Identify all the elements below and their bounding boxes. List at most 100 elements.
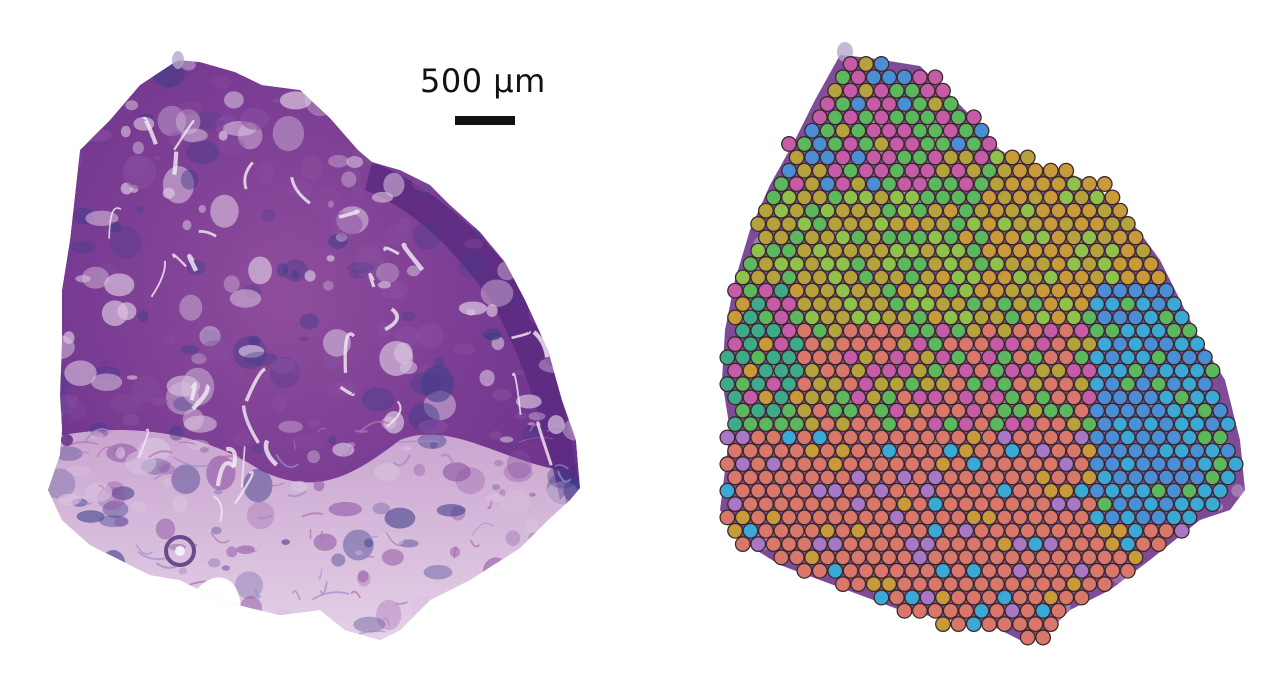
spot bbox=[827, 562, 844, 579]
spot bbox=[996, 296, 1013, 313]
spot bbox=[865, 149, 882, 166]
spot bbox=[904, 589, 921, 606]
spot bbox=[996, 536, 1013, 553]
spot bbox=[888, 189, 905, 206]
spot bbox=[742, 469, 759, 486]
spot bbox=[965, 429, 982, 446]
spot bbox=[888, 349, 905, 366]
spot bbox=[1158, 416, 1175, 433]
spot bbox=[1042, 562, 1059, 579]
spot bbox=[804, 362, 821, 379]
spot bbox=[1089, 456, 1105, 473]
spot bbox=[1119, 349, 1136, 366]
spot bbox=[904, 349, 921, 366]
spot bbox=[1035, 176, 1052, 192]
spot bbox=[757, 522, 774, 539]
spot bbox=[1073, 402, 1090, 419]
spot bbox=[1196, 429, 1213, 446]
spot bbox=[858, 162, 874, 179]
spot bbox=[873, 189, 890, 206]
spot bbox=[973, 122, 990, 139]
spot bbox=[1027, 456, 1044, 473]
spot bbox=[896, 362, 913, 379]
spot bbox=[727, 336, 744, 353]
spot bbox=[958, 176, 975, 192]
spot bbox=[1050, 549, 1067, 566]
spot bbox=[842, 456, 859, 473]
spot bbox=[1042, 349, 1059, 366]
spot bbox=[1035, 549, 1052, 566]
spot bbox=[719, 429, 736, 446]
spot bbox=[919, 562, 936, 579]
spot bbox=[858, 296, 874, 313]
spot bbox=[804, 122, 821, 139]
spot bbox=[911, 522, 928, 539]
spot bbox=[1027, 376, 1044, 393]
spot bbox=[1065, 176, 1082, 192]
spot bbox=[1127, 469, 1144, 486]
spot bbox=[873, 296, 890, 313]
spot bbox=[1212, 429, 1229, 446]
spot bbox=[911, 602, 928, 619]
spot bbox=[911, 496, 928, 513]
spot bbox=[927, 309, 944, 326]
spot bbox=[919, 242, 936, 259]
spot bbox=[1042, 536, 1059, 553]
spot bbox=[1096, 416, 1113, 433]
spot bbox=[1119, 402, 1136, 419]
spot bbox=[858, 349, 874, 366]
spot bbox=[1173, 469, 1190, 486]
spot bbox=[988, 256, 1005, 272]
spot bbox=[750, 429, 767, 446]
spot bbox=[1058, 456, 1075, 473]
spot bbox=[1189, 496, 1206, 513]
spot bbox=[942, 602, 959, 619]
spot bbox=[1027, 482, 1044, 499]
spot bbox=[942, 202, 959, 219]
spot bbox=[865, 122, 882, 139]
spot bbox=[981, 402, 998, 419]
spot bbox=[1112, 229, 1129, 246]
spot bbox=[935, 136, 951, 152]
spot bbox=[996, 562, 1013, 579]
spot bbox=[904, 189, 921, 206]
spot bbox=[788, 256, 805, 272]
spot bbox=[1035, 629, 1052, 646]
spot bbox=[734, 322, 751, 339]
spot bbox=[1058, 402, 1075, 419]
spot bbox=[927, 336, 944, 353]
spot bbox=[796, 269, 813, 286]
spot bbox=[935, 216, 951, 232]
spot bbox=[881, 122, 898, 139]
spot bbox=[804, 522, 821, 539]
spot bbox=[819, 469, 836, 486]
spot bbox=[911, 122, 928, 139]
spot bbox=[927, 416, 944, 433]
spot bbox=[1004, 442, 1021, 459]
spot bbox=[919, 162, 936, 179]
spot bbox=[1104, 216, 1121, 232]
spot bbox=[1065, 496, 1082, 513]
spot bbox=[1012, 536, 1028, 553]
spot bbox=[950, 216, 967, 232]
spot bbox=[1119, 242, 1136, 259]
spot bbox=[1227, 456, 1244, 473]
spot bbox=[788, 416, 805, 433]
spot bbox=[881, 362, 898, 379]
spot bbox=[757, 496, 774, 513]
spot bbox=[927, 256, 944, 272]
spot bbox=[935, 109, 951, 126]
spot bbox=[1019, 389, 1036, 406]
spot bbox=[981, 349, 998, 366]
spot bbox=[765, 456, 782, 473]
spot bbox=[858, 322, 874, 339]
spot bbox=[1012, 216, 1028, 232]
spot bbox=[896, 229, 913, 246]
spot bbox=[1035, 256, 1052, 272]
spot bbox=[1027, 562, 1044, 579]
spot bbox=[973, 229, 990, 246]
spot bbox=[1189, 469, 1206, 486]
spot bbox=[850, 522, 867, 539]
spot bbox=[1042, 376, 1059, 393]
spot bbox=[865, 282, 882, 299]
